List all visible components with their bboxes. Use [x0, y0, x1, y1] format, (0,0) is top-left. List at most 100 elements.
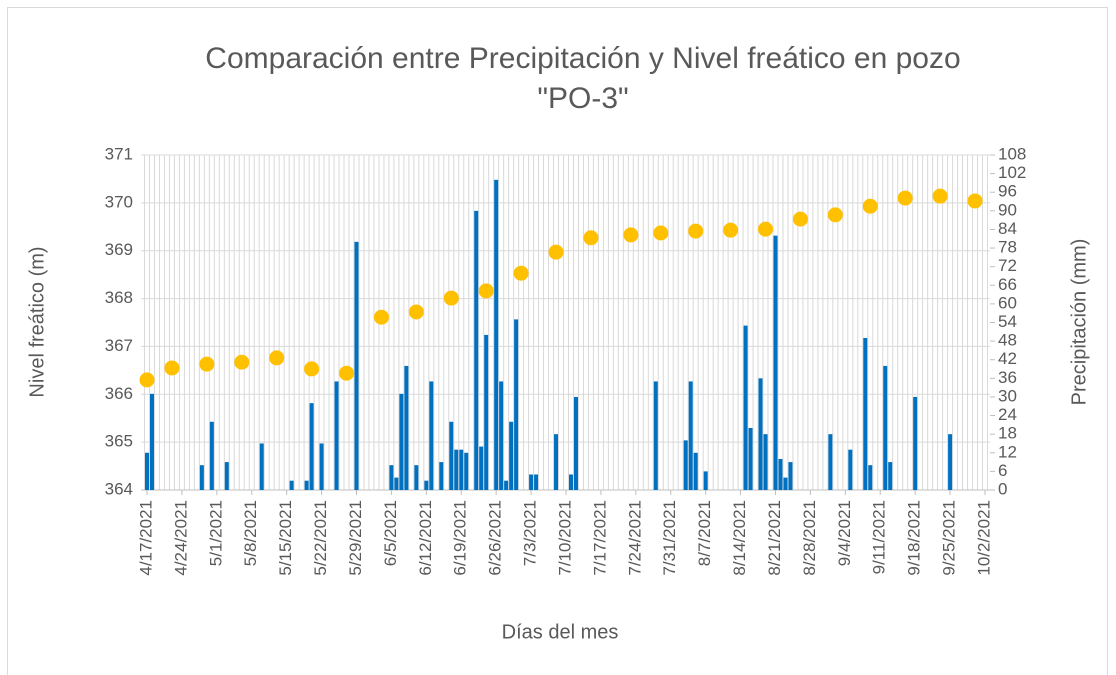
bar — [289, 480, 294, 490]
x-tick-label: 4/24/2021 — [171, 500, 190, 576]
x-tick-label: 9/25/2021 — [940, 500, 959, 576]
bar — [783, 477, 788, 490]
y2-tick-label: 108 — [998, 144, 1026, 163]
y-tick-label: 369 — [105, 240, 133, 259]
bar — [459, 449, 464, 490]
bar — [259, 443, 264, 490]
bar — [304, 480, 309, 490]
x-tick-label: 6/19/2021 — [451, 500, 470, 576]
bar — [145, 452, 149, 490]
bar — [309, 403, 314, 490]
x-tick-label: 10/2/2021 — [974, 500, 993, 576]
bar — [509, 421, 514, 490]
bar — [743, 325, 748, 490]
bar — [568, 474, 573, 490]
point — [478, 283, 494, 299]
bar — [888, 462, 893, 490]
bar — [773, 235, 778, 490]
x-tick-label: 9/18/2021 — [905, 500, 924, 576]
x-tick-label: 5/1/2021 — [206, 500, 225, 566]
bar — [199, 465, 204, 490]
x-tick-label: 6/5/2021 — [381, 500, 400, 566]
bar — [424, 480, 429, 490]
y-tick-label: 365 — [105, 432, 133, 451]
point — [164, 360, 180, 376]
point — [139, 372, 155, 388]
bar — [319, 443, 324, 490]
bar — [414, 465, 419, 490]
bar — [828, 434, 833, 490]
y2-tick-label: 78 — [998, 238, 1017, 257]
bar — [429, 381, 434, 490]
bar — [778, 458, 783, 490]
y2-tick-label: 6 — [998, 461, 1007, 480]
y2-tick-label: 12 — [998, 442, 1017, 461]
bar — [224, 462, 229, 490]
x-tick-label: 6/26/2021 — [486, 500, 505, 576]
x-tick-label: 7/31/2021 — [660, 500, 679, 576]
y2-tick-label: 90 — [998, 200, 1017, 219]
bar — [688, 381, 693, 490]
y2-tick-label: 48 — [998, 331, 1017, 350]
y2-tick-label: 18 — [998, 424, 1017, 443]
point — [723, 222, 739, 238]
bar — [758, 378, 763, 490]
point — [688, 223, 704, 239]
point — [443, 290, 459, 306]
y2-tick-label: 72 — [998, 256, 1017, 275]
point — [967, 193, 983, 209]
bar — [514, 319, 519, 490]
bar — [334, 381, 339, 490]
bar — [149, 393, 154, 490]
point — [827, 207, 843, 223]
y-tick-label: 368 — [105, 288, 133, 307]
point — [199, 356, 215, 372]
bar — [394, 477, 399, 490]
bar — [763, 434, 768, 490]
y-axis-title: Nivel freático (m) — [26, 246, 48, 397]
bar — [454, 449, 459, 490]
point — [897, 190, 913, 206]
point — [583, 230, 599, 246]
x-tick-label: 5/22/2021 — [311, 500, 330, 576]
bar — [499, 381, 504, 490]
bar — [868, 465, 873, 490]
bar — [464, 452, 469, 490]
x-tick-label: 8/7/2021 — [695, 500, 714, 566]
point — [792, 211, 808, 227]
point — [758, 221, 774, 237]
x-tick-label: 8/14/2021 — [730, 500, 749, 576]
y-tick-label: 371 — [105, 144, 133, 163]
y2-tick-label: 96 — [998, 182, 1017, 201]
y-tick-label: 364 — [105, 479, 133, 498]
bar — [653, 381, 658, 490]
x-tick-label: 9/4/2021 — [835, 500, 854, 566]
x-tick-label: 7/10/2021 — [555, 500, 574, 576]
bar — [573, 396, 578, 490]
bar — [863, 338, 868, 490]
bar — [504, 480, 509, 490]
bar — [354, 241, 359, 490]
y2-tick-label: 42 — [998, 349, 1017, 368]
y2-tick-label: 84 — [998, 219, 1017, 238]
point — [513, 265, 529, 281]
point — [339, 365, 355, 381]
point — [408, 304, 424, 320]
bar — [399, 393, 404, 490]
point — [932, 188, 948, 204]
x-tick-label: 4/17/2021 — [136, 500, 155, 576]
x-tick-label: 5/29/2021 — [346, 500, 365, 576]
bar — [788, 462, 793, 490]
point — [548, 244, 564, 260]
y-tick-label: 370 — [105, 192, 133, 211]
bar — [209, 421, 214, 490]
bar — [449, 421, 454, 490]
y2-tick-label: 60 — [998, 293, 1017, 312]
y2-axis-title: Precipitación (mm) — [1068, 239, 1090, 406]
point — [862, 198, 878, 214]
x-tick-label: 7/17/2021 — [590, 500, 609, 576]
bar — [529, 474, 534, 490]
bar — [848, 449, 853, 490]
x-tick-label: 7/3/2021 — [521, 500, 540, 566]
